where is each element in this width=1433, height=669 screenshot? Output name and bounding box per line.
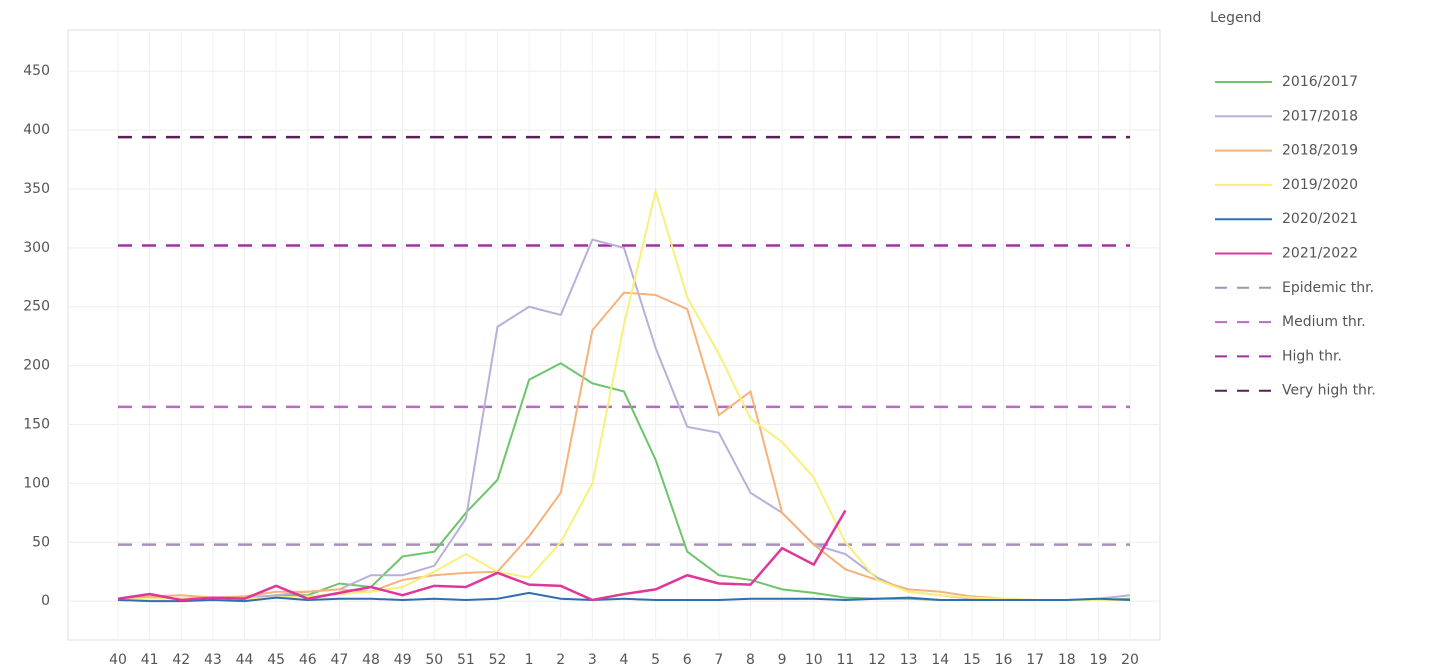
x-tick-label: 44 [236,652,254,668]
series-line [117,591,1131,603]
y-tick-label: 50 [32,534,50,550]
legend-label: Medium thr. [1282,314,1366,330]
x-tick-label: 1 [525,652,534,668]
x-tick-label: 6 [683,652,692,668]
legend-label: 2016/2017 [1282,74,1358,90]
x-tick-label: 52 [489,652,507,668]
legend-label: 2017/2018 [1282,108,1358,124]
x-tick-label: 2 [556,652,565,668]
y-tick-label: 400 [23,122,50,138]
x-tick-label: 3 [588,652,597,668]
y-tick-label: 250 [23,299,50,315]
legend-label: High thr. [1282,348,1342,364]
x-tick-label: 47 [330,652,348,668]
x-tick-label: 7 [714,652,723,668]
legend-label: Epidemic thr. [1282,280,1374,296]
x-tick-label: 12 [868,652,886,668]
legend-label: Very high thr. [1282,383,1376,399]
x-tick-label: 9 [778,652,787,668]
series-line [117,291,1130,601]
x-tick-label: 16 [995,652,1013,668]
legend-label: 2019/2020 [1282,177,1358,193]
x-tick-label: 4 [620,652,629,668]
x-tick-label: 51 [457,652,475,668]
x-tick-label: 48 [362,652,380,668]
x-tick-label: 42 [172,652,190,668]
x-tick-label: 15 [963,652,981,668]
x-tick-label: 49 [394,652,412,668]
y-tick-label: 100 [23,475,50,491]
x-tick-label: 11 [836,652,854,668]
x-tick-label: 17 [1026,652,1044,668]
x-tick-label: 46 [299,652,317,668]
y-tick-label: 200 [23,358,50,374]
plot-frame [67,29,1161,641]
x-tick-label: 10 [805,652,823,668]
x-tick-label: 45 [267,652,285,668]
legend-label: 2018/2019 [1282,143,1358,159]
x-tick-label: 19 [1089,652,1107,668]
x-tick-label: 40 [109,652,127,668]
y-tick-label: 350 [23,181,50,197]
x-tick-label: 41 [141,652,159,668]
x-tick-label: 43 [204,652,222,668]
y-tick-label: 450 [23,63,50,79]
x-tick-label: 20 [1121,652,1139,668]
x-tick-label: 18 [1058,652,1076,668]
series-line [117,187,1130,601]
legend-label: 2021/2022 [1282,246,1358,262]
series-line [117,509,847,602]
y-tick-label: 300 [23,240,50,256]
legend-label: 2020/2021 [1282,211,1358,227]
x-tick-label: 13 [900,652,918,668]
x-tick-label: 8 [746,652,755,668]
x-tick-label: 5 [651,652,660,668]
x-tick-label: 50 [425,652,443,668]
legend-title: Legend [1210,10,1261,26]
y-tick-label: 150 [23,416,50,432]
y-tick-label: 0 [41,593,50,609]
x-tick-label: 14 [931,652,949,668]
